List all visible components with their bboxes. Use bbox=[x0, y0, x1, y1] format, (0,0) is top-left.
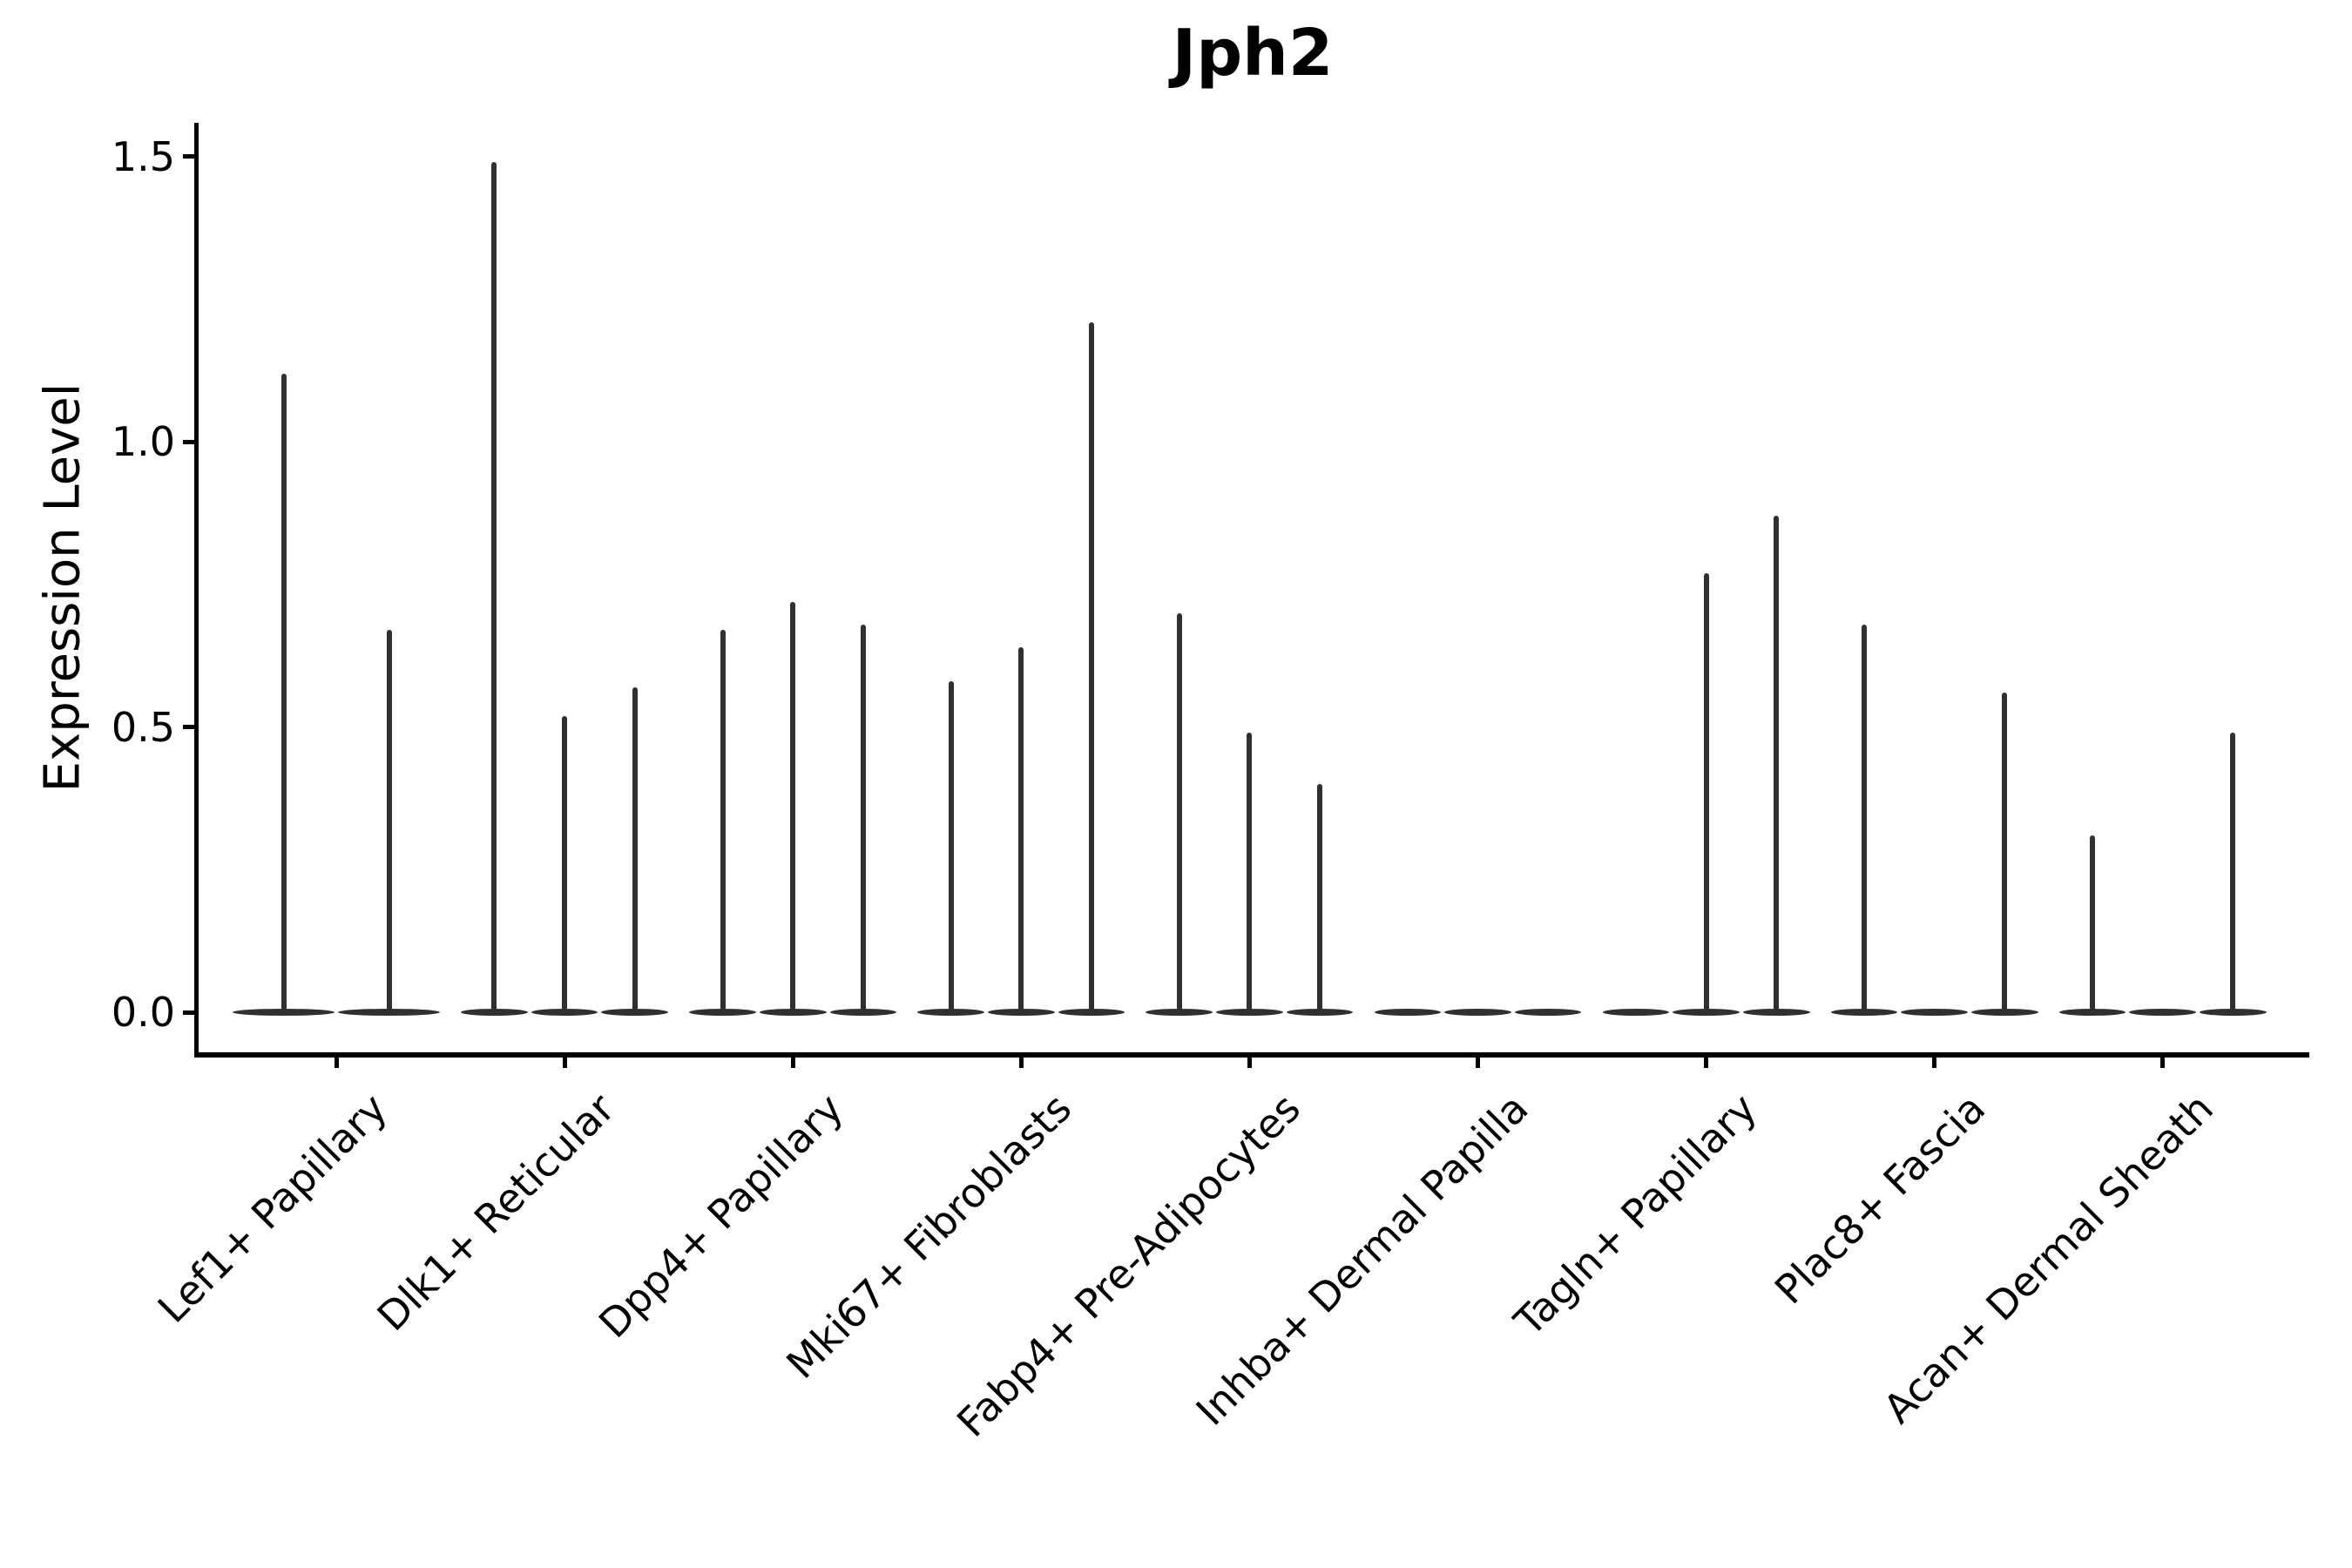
violin-base bbox=[2058, 1009, 2126, 1016]
violin-spike bbox=[720, 630, 726, 1012]
violin-base bbox=[1602, 1009, 1670, 1016]
x-tick-mark bbox=[1247, 1054, 1252, 1068]
y-tick-mark bbox=[183, 1010, 197, 1015]
violin-base bbox=[1216, 1009, 1283, 1016]
violin-spike bbox=[1862, 624, 1868, 1012]
violin-spike bbox=[948, 681, 954, 1012]
y-tick-mark bbox=[183, 725, 197, 730]
violin-spike bbox=[1088, 321, 1094, 1012]
violin-spike bbox=[1317, 784, 1323, 1012]
y-tick-label: 0.5 bbox=[111, 703, 175, 751]
violin-spike bbox=[1247, 733, 1253, 1012]
x-tick-mark bbox=[790, 1054, 795, 1068]
violin-base bbox=[689, 1009, 756, 1016]
violin-spike bbox=[860, 624, 866, 1012]
violin-base bbox=[1444, 1009, 1511, 1016]
violin-spike bbox=[1018, 646, 1024, 1012]
y-tick-label: 1.5 bbox=[111, 132, 175, 180]
violin-base bbox=[1146, 1009, 1213, 1016]
violin-base bbox=[1901, 1009, 1969, 1016]
y-tick-label: 0.0 bbox=[111, 989, 175, 1036]
violin-base bbox=[1830, 1009, 1898, 1016]
violin-base bbox=[338, 1009, 440, 1016]
y-tick-mark bbox=[183, 439, 197, 444]
violin-spike bbox=[1774, 516, 1780, 1012]
y-axis-label: Expression Level bbox=[34, 382, 91, 793]
violin-spike bbox=[2090, 835, 2096, 1012]
violin-base bbox=[461, 1009, 528, 1016]
x-tick-mark bbox=[1704, 1054, 1709, 1068]
y-tick-mark bbox=[183, 154, 197, 159]
violin-base bbox=[1374, 1009, 1442, 1016]
violin-base bbox=[1058, 1009, 1125, 1016]
x-tick-label: Lef1+ Papillary bbox=[148, 1085, 396, 1332]
violin-spike bbox=[280, 373, 287, 1012]
x-tick-mark bbox=[1476, 1054, 1480, 1068]
violin-base bbox=[233, 1009, 335, 1016]
violin-base bbox=[2200, 1009, 2267, 1016]
violin-spike bbox=[2002, 693, 2008, 1012]
x-tick-mark bbox=[1018, 1054, 1024, 1068]
violin-base bbox=[829, 1009, 897, 1016]
violin-spike bbox=[2230, 733, 2236, 1012]
x-tick-label: Tagln+ Papillary bbox=[1504, 1085, 1766, 1345]
x-tick-label: Dpp4+ Papillary bbox=[590, 1085, 853, 1348]
violin-base bbox=[1673, 1009, 1740, 1016]
x-tick-mark bbox=[2160, 1054, 2166, 1068]
x-tick-label: Plac8+ Fascia bbox=[1765, 1085, 1994, 1314]
violin-base bbox=[531, 1009, 598, 1016]
x-tick-mark bbox=[334, 1054, 339, 1068]
chart-title: Jph2 bbox=[1172, 16, 1334, 91]
violin-base bbox=[601, 1009, 669, 1016]
violin-base bbox=[1742, 1009, 1810, 1016]
y-axis-spine bbox=[194, 123, 199, 1057]
y-tick-label: 1.0 bbox=[111, 418, 175, 466]
violin-spike bbox=[632, 686, 638, 1012]
violin-spike bbox=[1176, 612, 1182, 1012]
violin-spike bbox=[491, 162, 497, 1012]
x-tick-mark bbox=[1932, 1054, 1937, 1068]
violin-base bbox=[759, 1009, 827, 1016]
violin-base bbox=[1286, 1009, 1354, 1016]
violin-spike bbox=[386, 630, 392, 1012]
violin-base bbox=[1971, 1009, 2038, 1016]
violin-spike bbox=[562, 715, 568, 1012]
x-axis-spine bbox=[194, 1052, 2309, 1058]
x-tick-label: Dlk1+ Reticular bbox=[368, 1085, 625, 1341]
x-tick-mark bbox=[562, 1054, 567, 1068]
violin-base bbox=[987, 1009, 1055, 1016]
violin-spike bbox=[1703, 572, 1709, 1012]
violin-base bbox=[2129, 1009, 2197, 1016]
violin-spike bbox=[790, 601, 796, 1012]
violin-base bbox=[1514, 1009, 1582, 1016]
violin-base bbox=[917, 1009, 984, 1016]
